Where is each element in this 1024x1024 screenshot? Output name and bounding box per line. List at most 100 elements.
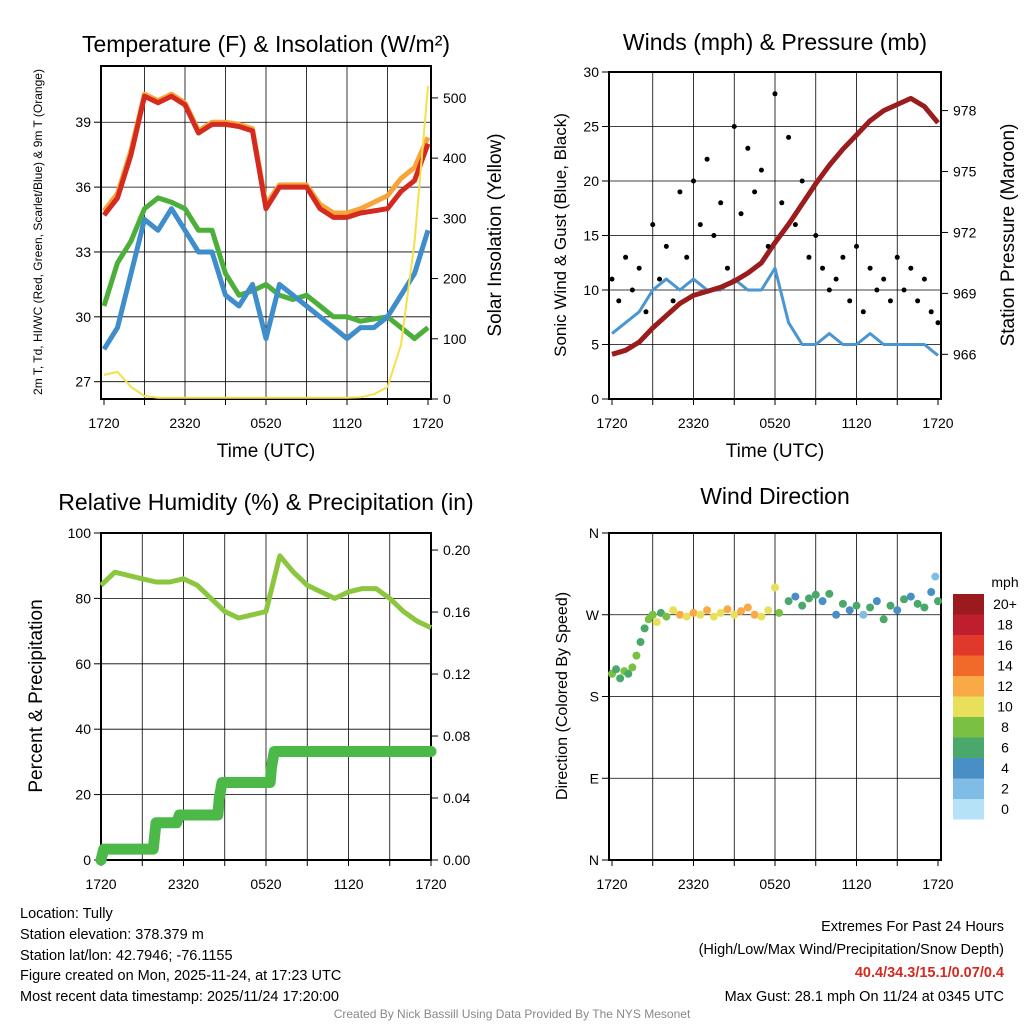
series-line-wc [101, 206, 431, 351]
y2-tick-label: 0.20 [443, 542, 470, 558]
x-tick-label: 0520 [250, 876, 281, 892]
gust-point [643, 309, 649, 315]
gust-point [752, 189, 758, 195]
y-tick-label: 0 [83, 852, 91, 868]
gust-point [799, 178, 805, 184]
y2-tick-label: 400 [443, 150, 467, 166]
y-tick-label: 27 [75, 374, 91, 390]
chart-title: Wind Direction [700, 483, 850, 509]
plot-frame [100, 65, 432, 400]
y-axis-label: Sonic Wind & Gust (Blue, Black) [551, 113, 570, 357]
direction-point [927, 588, 936, 597]
gust-point [629, 287, 635, 293]
gust-point [820, 265, 826, 271]
extremes-values: 40.4/34.3/15.1/0.07/0.4 [854, 965, 1004, 981]
x-tick-label: 2320 [168, 876, 199, 892]
gust-point [867, 265, 873, 271]
direction-point [723, 605, 732, 614]
gust-point [758, 167, 764, 173]
chart-title: Relative Humidity (%) & Precipitation (i… [58, 489, 473, 515]
direction-point [669, 606, 678, 615]
y2-tick-label: 975 [953, 164, 977, 180]
gust-point [826, 287, 832, 293]
y-tick-label: S [590, 689, 599, 705]
direction-point [804, 594, 813, 603]
direction-point [832, 610, 841, 619]
y-tick-label: 100 [68, 525, 92, 541]
series-line-pressure [611, 95, 940, 357]
series-line-precipitation [95, 746, 437, 866]
y2-tick-label: 978 [953, 103, 977, 119]
gust-point [745, 145, 751, 151]
gust-point [738, 211, 744, 217]
direction-point [900, 595, 909, 604]
x-tick-label: 0520 [759, 415, 790, 431]
direction-point [703, 606, 712, 615]
colorbar-label: 0 [1001, 801, 1009, 817]
gust-point [623, 254, 629, 260]
y2-tick-label: 0.16 [443, 604, 470, 620]
max-gust: Max Gust: 28.1 mph On 11/24 at 0345 UTC [724, 989, 1004, 1005]
gust-point [616, 298, 622, 304]
gust-point [847, 298, 853, 304]
y-tick-label: 33 [75, 244, 91, 260]
direction-point [636, 638, 645, 646]
direction-point [730, 610, 739, 619]
y-tick-label: 39 [75, 114, 91, 130]
x-tick-label: 1720 [85, 876, 116, 892]
x-tick-label: 1720 [596, 415, 627, 431]
x-tick-label: 1120 [841, 876, 871, 892]
direction-point [675, 610, 684, 619]
colorbar-swatch [953, 635, 984, 656]
gust-point [935, 320, 941, 326]
x-tick-label: 0520 [250, 415, 281, 431]
y-tick-label: 30 [75, 309, 91, 325]
colorbar-swatch [953, 758, 984, 779]
direction-point [612, 665, 621, 674]
gust-point [786, 134, 792, 140]
gust-point [915, 298, 921, 304]
gust-point [833, 276, 839, 282]
gust-point [677, 189, 683, 195]
gust-point [779, 200, 785, 206]
gust-point [691, 178, 696, 184]
colorbar-label: 18 [997, 617, 1013, 633]
y-tick-label: 15 [583, 228, 599, 244]
direction-point [640, 624, 649, 633]
direction-point [632, 651, 641, 660]
direction-point [838, 599, 847, 608]
colorbar-label: 4 [1001, 760, 1009, 776]
chart-title: Winds (mph) & Pressure (mb) [623, 29, 927, 55]
y-tick-label: N [589, 525, 599, 541]
y2-axis-label: Solar Insolation (Yellow) [485, 133, 506, 336]
gust-point [874, 287, 880, 293]
colorbar-label: 12 [997, 678, 1013, 694]
direction-point [798, 601, 807, 610]
x-axis-label: Time (UTC) [726, 441, 825, 462]
colorbar-swatch [953, 655, 984, 676]
series-line-2m-t [102, 93, 431, 220]
colorbar-swatch [953, 594, 984, 615]
direction-point [852, 601, 861, 610]
y2-tick-label: 0.00 [443, 852, 470, 868]
footer-location: Location: Tully [20, 906, 113, 922]
gust-point [718, 200, 724, 206]
colorbar-swatch [953, 799, 984, 820]
x-tick-label: 1720 [412, 415, 443, 431]
y-tick-label: 5 [591, 337, 599, 353]
colorbar-label: 2 [1001, 781, 1009, 797]
direction-point [920, 603, 929, 612]
x-tick-label: 1720 [88, 415, 119, 431]
footer-created: Figure created on Mon, 2025-11-24, at 17… [20, 968, 342, 984]
footer-latlon: Station lat/lon: 42.7946; -76.1155 [20, 948, 233, 964]
series-line-sonic-wind [611, 266, 939, 357]
direction-point [818, 597, 827, 606]
footer-elevation: Station elevation: 378.379 m [20, 927, 204, 943]
gust-point [840, 254, 846, 260]
colorbar-swatch [953, 696, 984, 717]
gust-point [772, 91, 778, 97]
y-tick-label: 20 [75, 787, 91, 803]
gust-point [806, 254, 812, 260]
x-tick-label: 2320 [678, 876, 709, 892]
